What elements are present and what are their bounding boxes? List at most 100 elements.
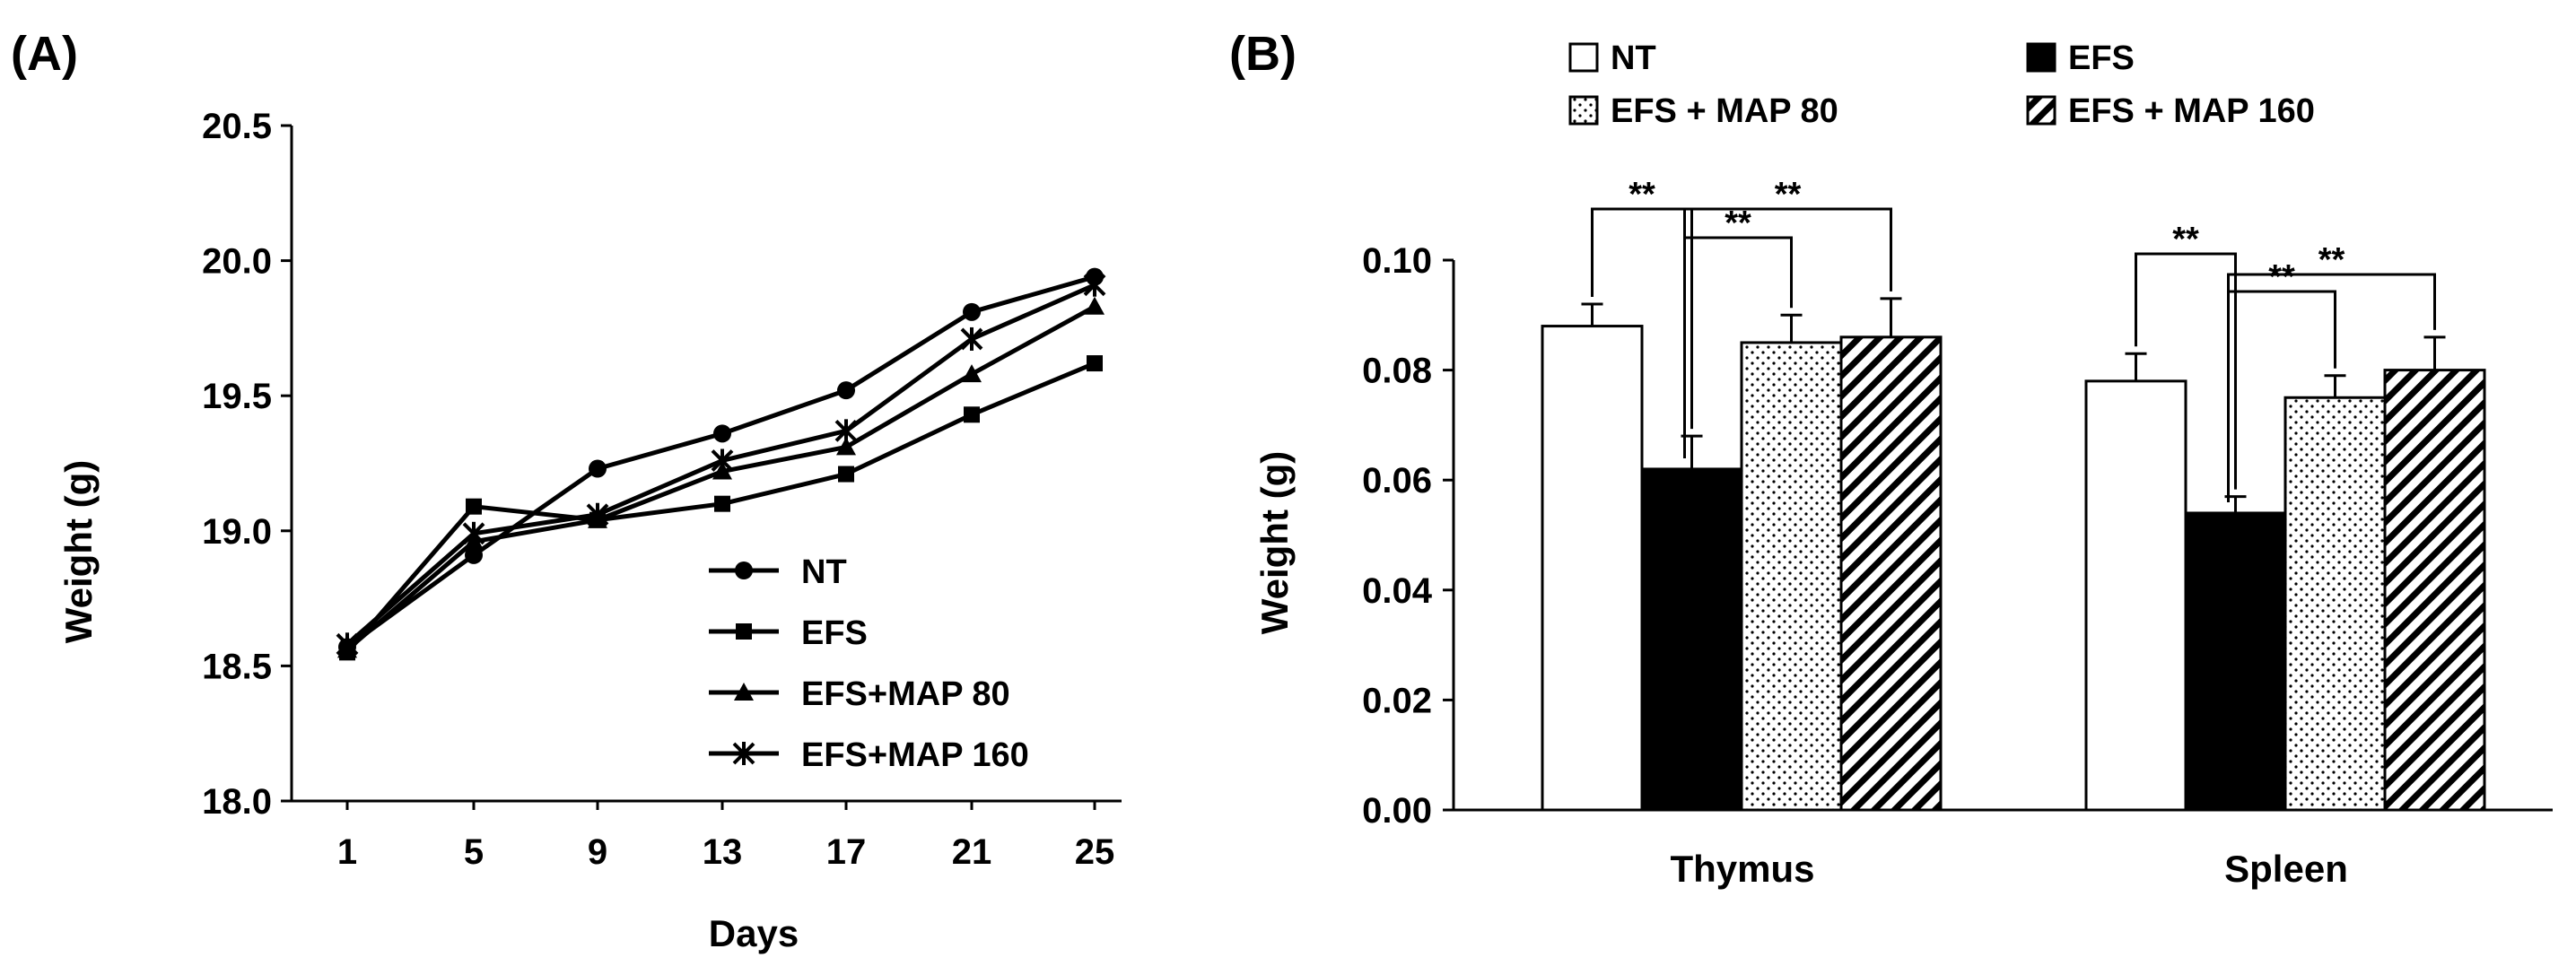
bar-group-thymus-efs-map-160 bbox=[1839, 297, 1943, 812]
legend-item-efs: EFS bbox=[709, 614, 868, 652]
data-point-efs-map-160 bbox=[1083, 273, 1106, 297]
panel-a-x-tick-label: 5 bbox=[464, 832, 484, 872]
significance-label: ** bbox=[2318, 241, 2345, 279]
legend-swatch-black bbox=[2026, 42, 2056, 73]
data-point-nt bbox=[963, 302, 981, 321]
panel-b-y-tick-label: 0.00 bbox=[1362, 791, 1432, 831]
category-label-spleen: Spleen bbox=[2224, 848, 2348, 890]
data-point-efs bbox=[714, 495, 730, 512]
data-point-efs-map-80 bbox=[1085, 296, 1105, 315]
bracket-line bbox=[1591, 207, 1693, 430]
panel-a-x-ticks: 1 5 9 13 17 21 25 bbox=[337, 801, 1114, 872]
bar-efs-map-80 bbox=[2283, 396, 2387, 812]
panel-a-y-tick-label: 19.0 bbox=[202, 512, 272, 552]
legend-item-efs-map-160: EFS + MAP 160 bbox=[2026, 92, 2315, 130]
data-point-nt bbox=[837, 381, 855, 400]
series-efs-map-80 bbox=[337, 296, 1105, 658]
legend-marker-triangle bbox=[734, 683, 754, 701]
panel-a-x-tick-label: 17 bbox=[826, 832, 867, 872]
data-point-efs-map-160 bbox=[711, 448, 734, 473]
significance-bracket-spleen-efs-map-80: ** bbox=[2227, 258, 2336, 502]
data-point-nt bbox=[713, 424, 731, 443]
bar-group-spleen-efs-map-160 bbox=[2383, 335, 2486, 812]
panel-a-x-tick-label: 21 bbox=[952, 832, 992, 872]
legend-swatch-hatch bbox=[2026, 95, 2056, 126]
panel-b-significance: ** ** ** ** ** ** bbox=[1591, 176, 2436, 502]
bar-group-spleen-efs-map-80 bbox=[2283, 374, 2387, 812]
data-point-nt bbox=[589, 459, 607, 478]
bar-group-thymus-efs bbox=[1640, 434, 1743, 812]
bracket-line bbox=[1683, 207, 1892, 458]
legend-swatch-dots bbox=[1568, 95, 1599, 126]
legend-item-nt: NT bbox=[1568, 39, 1656, 77]
bar-efs-map-160 bbox=[2383, 369, 2486, 812]
data-point-efs-map-80 bbox=[962, 364, 982, 383]
legend-label: EFS+MAP 80 bbox=[801, 675, 1010, 713]
bar-nt bbox=[1541, 325, 1644, 812]
panel-b-y-tick-label: 0.02 bbox=[1362, 681, 1432, 720]
panel-a-y-tick-label: 18.5 bbox=[202, 647, 272, 686]
bar-group-spleen-efs bbox=[2184, 495, 2287, 812]
panel-b-y-tick-label: 0.06 bbox=[1362, 461, 1432, 501]
legend-item-efs-map-160: EFS+MAP 160 bbox=[709, 736, 1029, 774]
data-point-efs bbox=[838, 466, 854, 483]
data-point-efs-map-160 bbox=[834, 419, 858, 443]
panel-a-label: (A) bbox=[11, 27, 78, 81]
legend-label: EFS bbox=[801, 614, 868, 652]
bracket-line bbox=[2135, 252, 2237, 490]
legend-item-efs-map-80: EFS + MAP 80 bbox=[1568, 92, 1838, 130]
significance-bracket-thymus-efs: ** bbox=[1591, 176, 1693, 430]
significance-label: ** bbox=[2172, 221, 2199, 258]
data-point-efs-map-160 bbox=[336, 632, 359, 657]
panel-a-x-tick-label: 13 bbox=[703, 832, 743, 872]
data-point-efs-map-160 bbox=[462, 521, 485, 545]
legend-label: EFS + MAP 160 bbox=[2068, 92, 2315, 130]
legend-label: NT bbox=[1611, 39, 1656, 77]
panel-b-y-axis-title: Weight (g) bbox=[1253, 451, 1296, 635]
significance-label: ** bbox=[1775, 176, 1802, 213]
legend-label: EFS + MAP 80 bbox=[1611, 92, 1838, 130]
series-efs bbox=[339, 355, 1103, 661]
bar-efs-map-80 bbox=[1740, 341, 1843, 812]
panel-b-y-tick-label: 0.10 bbox=[1362, 241, 1432, 281]
legend-marker-asterisk bbox=[732, 742, 755, 765]
panel-a-legend: NT EFS EFS+MAP 80 EFS+MAP 160 bbox=[709, 553, 1029, 774]
bar-group-thymus-nt bbox=[1541, 302, 1644, 812]
legend-item-efs-map-80: EFS+MAP 80 bbox=[709, 675, 1010, 713]
legend-item-nt: NT bbox=[709, 553, 847, 591]
panel-a-x-tick-label: 1 bbox=[337, 832, 357, 872]
panel-a-y-tick-label: 19.5 bbox=[202, 377, 272, 416]
significance-bracket-spleen-efs: ** bbox=[2135, 221, 2237, 490]
bar-nt bbox=[2084, 379, 2187, 812]
panel-a-x-tick-label: 25 bbox=[1075, 832, 1115, 872]
series-efs-map-160 bbox=[336, 273, 1106, 657]
data-point-efs bbox=[1087, 355, 1103, 372]
significance-label: ** bbox=[1629, 176, 1655, 213]
panel-a-axes bbox=[290, 126, 1122, 803]
category-label-thymus: Thymus bbox=[1670, 848, 1814, 890]
significance-bracket-thymus-efs-map-160: ** bbox=[1683, 176, 1892, 458]
legend-marker-circle bbox=[735, 561, 753, 579]
legend-label: NT bbox=[801, 553, 847, 591]
panel-a-y-tick-label: 18.0 bbox=[202, 782, 272, 822]
panel-a-y-tick-label: 20.0 bbox=[202, 242, 272, 282]
legend-label: EFS+MAP 160 bbox=[801, 736, 1029, 774]
data-point-efs-map-160 bbox=[586, 502, 609, 527]
panel-a-x-axis-title: Days bbox=[709, 912, 799, 954]
bracket-line bbox=[2227, 273, 2436, 502]
panel-b-y-tick-label: 0.04 bbox=[1362, 571, 1433, 611]
significance-label: ** bbox=[2268, 258, 2295, 296]
legend-swatch-white bbox=[1568, 42, 1599, 73]
panel-a-y-ticks: 18.0 18.5 19.0 19.5 20.0 20.5 bbox=[202, 107, 292, 822]
bar-efs bbox=[1640, 467, 1743, 812]
panel-b-bars bbox=[1541, 297, 2486, 812]
panel-b-legend: NT EFS EFS + MAP 80 EFS + MAP 160 bbox=[1568, 39, 2315, 130]
panel-a-series bbox=[336, 267, 1106, 661]
panel-b-y-ticks: 0.00 0.02 0.04 0.06 0.08 0.10 bbox=[1362, 241, 1454, 831]
data-point-nt bbox=[465, 545, 483, 564]
panel-a-line-chart: (A) 18.0 18.5 19.0 19.5 20.0 20.5 1 5 9 13 17 21 25… bbox=[11, 27, 1122, 954]
panel-a-y-axis-title: Weight (g) bbox=[57, 460, 100, 644]
bar-group-spleen-nt bbox=[2084, 352, 2187, 812]
